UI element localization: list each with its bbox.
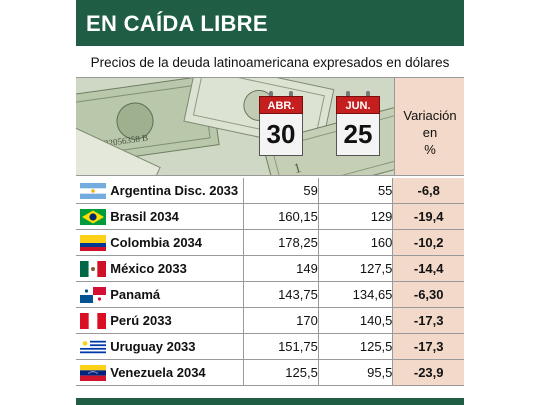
variation-value: -17,3 <box>392 307 464 334</box>
table-header: B 32056358 B 1 ABR. 30 <box>76 77 464 176</box>
bond-name: Argentina Disc. 2033 <box>110 178 245 204</box>
price-abr: 160,15 <box>243 203 319 230</box>
price-abr: 178,25 <box>243 229 319 256</box>
infographic: EN CAÍDA LIBRE Precios de la deuda latin… <box>76 0 464 405</box>
date1-day: 30 <box>259 114 303 156</box>
panama-flag-icon <box>80 286 107 303</box>
variation-label-2: en <box>422 125 438 140</box>
bond-table: Argentina Disc. 2033 59 55 -6,8 Brasil 2… <box>76 178 464 386</box>
table-row: Argentina Disc. 2033 59 55 -6,8 <box>76 178 464 204</box>
variation-header: Variación en % <box>394 78 464 175</box>
bottom-bar <box>76 398 464 405</box>
price-abr: 59 <box>243 178 319 204</box>
colombia-flag-icon <box>80 234 107 251</box>
uruguay-flag-icon <box>80 338 107 355</box>
bond-name: Uruguay 2033 <box>110 333 245 360</box>
price-abr: 149 <box>243 255 319 282</box>
page-title: EN CAÍDA LIBRE <box>86 11 268 36</box>
table-row: Uruguay 2033 151,75 125,5 -17,3 <box>76 333 464 360</box>
price-abr: 151,75 <box>243 333 319 360</box>
bond-name: Perú 2033 <box>110 307 245 334</box>
price-jun: 129 <box>318 203 394 230</box>
date1-month: ABR. <box>259 96 303 114</box>
variation-label-3: % <box>424 142 436 157</box>
argentina-flag-icon <box>80 182 107 199</box>
price-jun: 55 <box>318 178 394 204</box>
variation-value: -10,2 <box>392 229 464 256</box>
price-jun: 95,5 <box>318 359 394 386</box>
calendar-icon-abr: ABR. 30 <box>259 91 303 156</box>
price-jun: 127,5 <box>318 255 394 282</box>
table-row: Panamá 143,75 134,65 -6,30 <box>76 281 464 308</box>
price-abr: 170 <box>243 307 319 334</box>
table-row: Perú 2033 170 140,5 -17,3 <box>76 307 464 334</box>
title-bar: EN CAÍDA LIBRE <box>76 0 464 46</box>
variation-value: -23,9 <box>392 359 464 386</box>
variation-value: -6,8 <box>392 178 464 204</box>
price-abr: 125,5 <box>243 359 319 386</box>
bond-name: Panamá <box>110 281 245 308</box>
table-row: Brasil 2034 160,15 129 -19,4 <box>76 203 464 230</box>
variation-value: -17,3 <box>392 333 464 360</box>
calendar-icon-jun: JUN. 25 <box>336 91 380 156</box>
variation-value: -6,30 <box>392 281 464 308</box>
bond-name: Venezuela 2034 <box>110 359 245 386</box>
bond-name: Colombia 2034 <box>110 229 245 256</box>
mexico-flag-icon <box>80 260 107 277</box>
price-abr: 143,75 <box>243 281 319 308</box>
peru-flag-icon <box>80 312 107 329</box>
price-jun: 160 <box>318 229 394 256</box>
variation-value: -19,4 <box>392 203 464 230</box>
variation-label-1: Variación <box>403 108 457 123</box>
bond-name: México 2033 <box>110 255 245 282</box>
table-row: Venezuela 2034 125,5 95,5 -23,9 <box>76 359 464 386</box>
variation-value: -14,4 <box>392 255 464 282</box>
price-jun: 125,5 <box>318 333 394 360</box>
table-row: México 2033 149 127,5 -14,4 <box>76 255 464 282</box>
table-row: Colombia 2034 178,25 160 -10,2 <box>76 229 464 256</box>
brazil-flag-icon <box>80 208 107 225</box>
price-jun: 140,5 <box>318 307 394 334</box>
date2-month: JUN. <box>336 96 380 114</box>
bond-name: Brasil 2034 <box>110 203 245 230</box>
date2-day: 25 <box>336 114 380 156</box>
price-jun: 134,65 <box>318 281 394 308</box>
svg-text:1: 1 <box>292 161 303 175</box>
subtitle: Precios de la deuda latinoamericana expr… <box>90 55 450 70</box>
venezuela-flag-icon <box>80 364 107 381</box>
